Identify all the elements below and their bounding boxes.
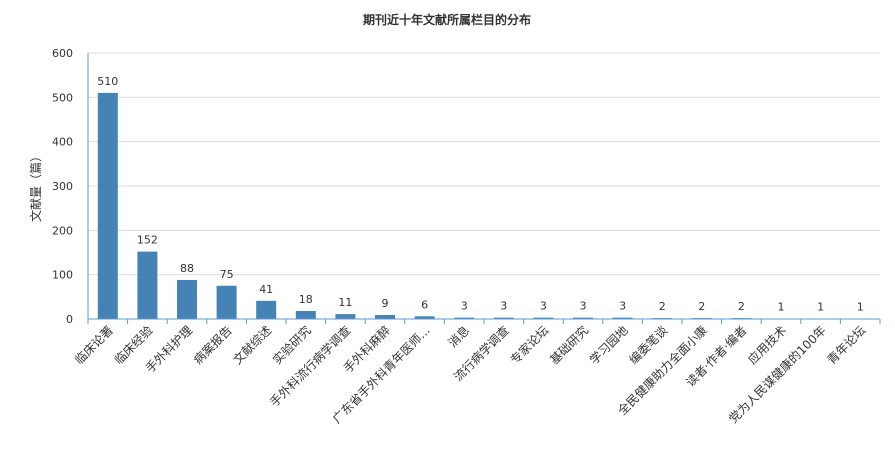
data-label: 3 bbox=[461, 300, 468, 313]
bar[interactable] bbox=[375, 315, 395, 319]
data-label: 41 bbox=[259, 283, 273, 296]
data-label: 3 bbox=[500, 300, 507, 313]
bar[interactable] bbox=[177, 279, 197, 319]
data-label: 11 bbox=[338, 296, 352, 309]
data-label: 9 bbox=[382, 297, 389, 310]
bar[interactable] bbox=[137, 251, 158, 319]
data-label: 3 bbox=[580, 300, 587, 313]
x-tick-label: 临床论著 bbox=[72, 323, 116, 367]
bar[interactable] bbox=[216, 285, 237, 319]
y-tick-label: 600 bbox=[52, 47, 73, 60]
bar[interactable] bbox=[612, 317, 633, 319]
chart-title: 期刊近十年文献所属栏目的分布 bbox=[363, 12, 531, 27]
data-label: 3 bbox=[540, 300, 547, 313]
bar[interactable] bbox=[533, 317, 554, 319]
x-tick-label: 消息 bbox=[445, 323, 473, 351]
axes bbox=[87, 53, 880, 324]
bars bbox=[97, 92, 871, 320]
y-axis-label: 文献量（篇） bbox=[28, 150, 43, 222]
data-label: 152 bbox=[137, 234, 158, 247]
bar[interactable] bbox=[493, 317, 514, 319]
y-tick-label: 200 bbox=[52, 224, 73, 237]
data-label: 1 bbox=[817, 301, 824, 314]
y-tick-label: 0 bbox=[66, 313, 73, 326]
bar[interactable] bbox=[97, 92, 118, 320]
bar[interactable] bbox=[256, 300, 277, 319]
y-axis-ticks: 0 100 200 300 400 500 600 bbox=[52, 47, 73, 326]
data-label: 3 bbox=[619, 300, 626, 313]
data-label: 2 bbox=[659, 300, 666, 313]
y-tick-label: 500 bbox=[52, 91, 73, 104]
x-tick-label: 文献综述 bbox=[230, 323, 275, 368]
bar[interactable] bbox=[573, 317, 593, 319]
x-tick-label: 青年论坛 bbox=[824, 323, 868, 367]
bar[interactable] bbox=[414, 316, 435, 319]
y-tick-label: 400 bbox=[52, 136, 73, 149]
x-tick-label: 专家论坛 bbox=[507, 323, 552, 368]
bar[interactable] bbox=[335, 314, 356, 319]
data-label: 2 bbox=[698, 300, 705, 313]
data-label: 1 bbox=[778, 301, 785, 314]
x-tick-label: 学习园地 bbox=[586, 323, 631, 368]
data-label: 75 bbox=[220, 268, 234, 281]
data-label: 510 bbox=[97, 75, 118, 88]
y-tick-label: 100 bbox=[52, 269, 73, 282]
x-axis-ticks: 临床论著临床经验手外科护理病案报告文献综述实验研究手外科流行病学调查手外科麻醉广… bbox=[72, 319, 881, 426]
data-label: 6 bbox=[421, 298, 428, 311]
x-tick-label: 基础研究 bbox=[547, 323, 592, 368]
bar[interactable] bbox=[295, 311, 316, 319]
data-label: 2 bbox=[738, 300, 745, 313]
bar[interactable] bbox=[454, 317, 475, 319]
data-label: 1 bbox=[857, 301, 864, 314]
grid-lines bbox=[88, 52, 880, 276]
x-tick-label: 病案报告 bbox=[190, 323, 235, 368]
data-label: 18 bbox=[299, 293, 313, 306]
data-label: 88 bbox=[180, 262, 194, 275]
y-tick-label: 300 bbox=[52, 180, 73, 193]
